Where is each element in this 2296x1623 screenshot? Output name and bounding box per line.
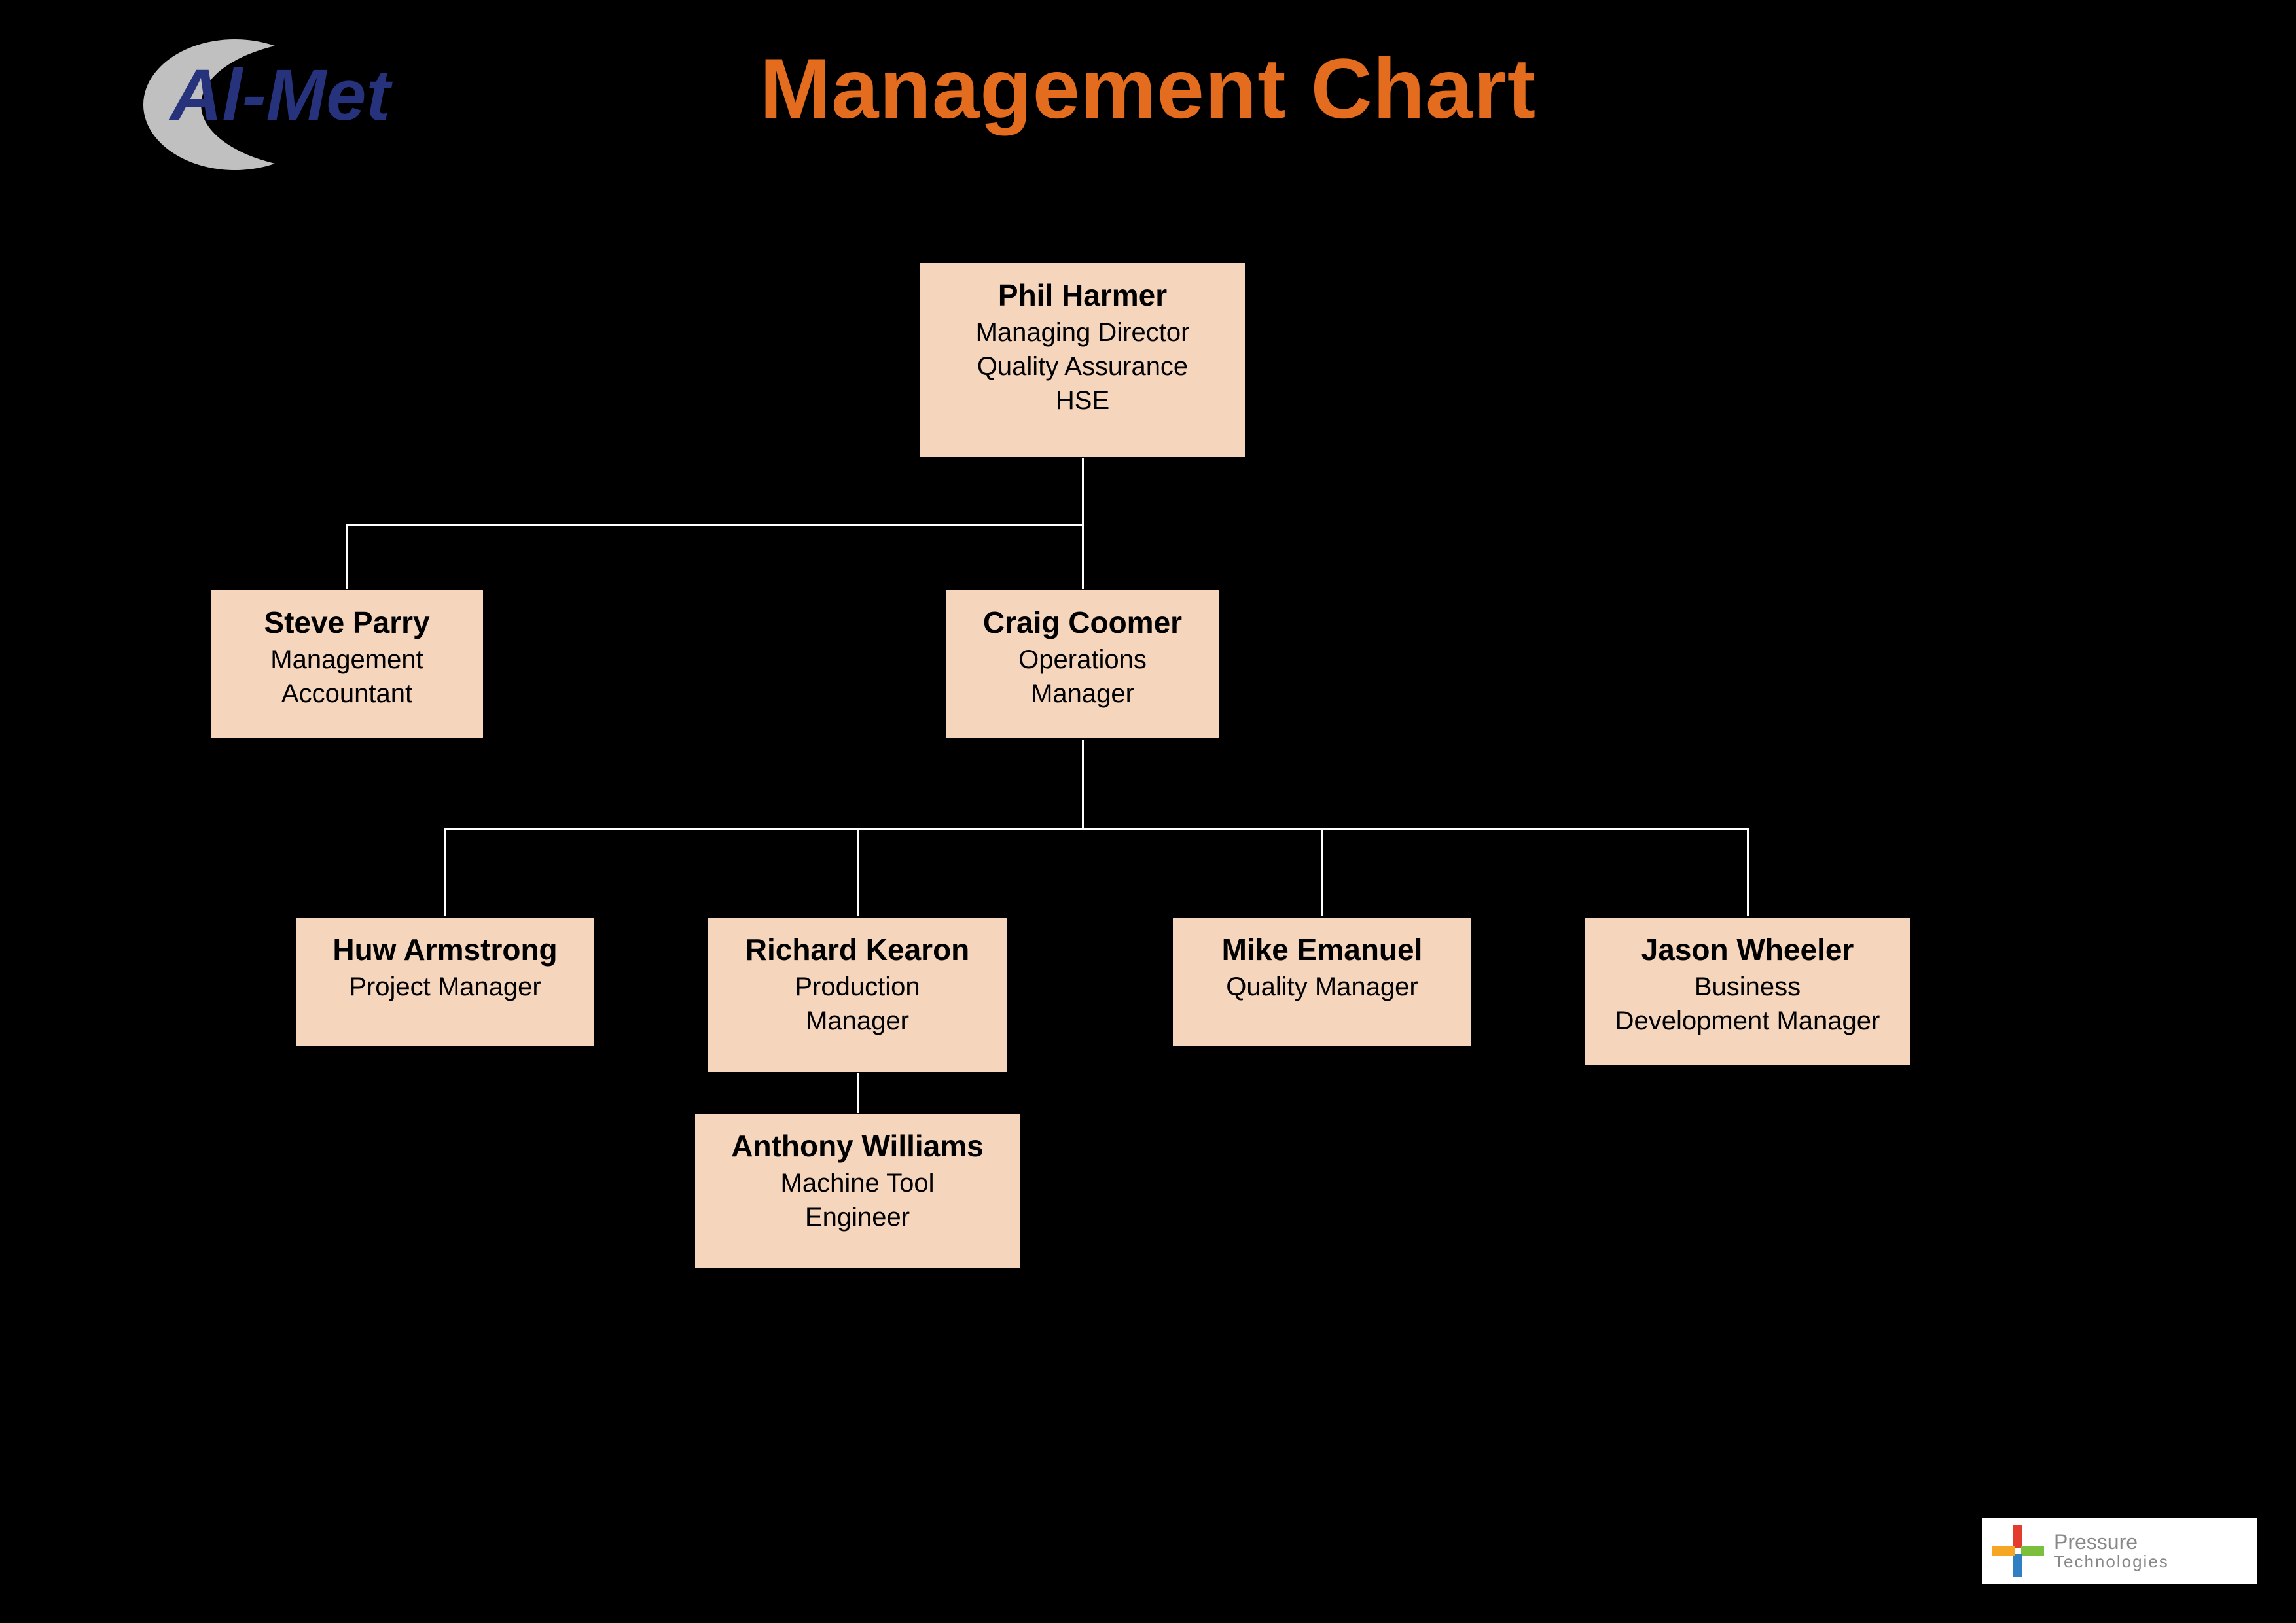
org-node-phil: Phil HarmerManaging DirectorQuality Assu… bbox=[919, 262, 1246, 458]
org-node-role: Manager bbox=[715, 1004, 1000, 1038]
connector bbox=[857, 828, 859, 916]
org-node-name: Mike Emanuel bbox=[1179, 931, 1465, 970]
org-node-role: Quality Manager bbox=[1179, 970, 1465, 1004]
org-node-craig: Craig CoomerOperationsManager bbox=[945, 589, 1220, 740]
connector bbox=[1747, 828, 1749, 916]
connector bbox=[347, 524, 1083, 526]
partner-logo-line1: Pressure bbox=[2054, 1531, 2169, 1554]
connector bbox=[346, 524, 348, 589]
org-node-role: Project Manager bbox=[302, 970, 588, 1004]
partner-logo-line2: Technologies bbox=[2054, 1553, 2169, 1571]
org-node-huw: Huw ArmstrongProject Manager bbox=[295, 916, 596, 1047]
org-node-name: Phil Harmer bbox=[927, 276, 1238, 315]
partner-logo-icon bbox=[1988, 1522, 2047, 1580]
org-node-name: Jason Wheeler bbox=[1592, 931, 1903, 970]
connector bbox=[1082, 458, 1084, 524]
org-node-role: HSE bbox=[927, 383, 1238, 418]
org-node-role: Engineer bbox=[702, 1200, 1013, 1234]
connector bbox=[444, 828, 446, 916]
org-node-role: Accountant bbox=[217, 677, 476, 711]
org-node-role: Management bbox=[217, 643, 476, 677]
connector bbox=[857, 1093, 859, 1113]
org-node-role: Machine Tool bbox=[702, 1166, 1013, 1200]
org-node-role: Business bbox=[1592, 970, 1903, 1004]
org-node-mike: Mike EmanuelQuality Manager bbox=[1172, 916, 1473, 1047]
org-node-role: Managing Director bbox=[927, 315, 1238, 349]
org-node-steve: Steve ParryManagementAccountant bbox=[209, 589, 484, 740]
org-node-name: Craig Coomer bbox=[953, 603, 1212, 643]
org-node-name: Huw Armstrong bbox=[302, 931, 588, 970]
page-title: Management Chart bbox=[0, 39, 2296, 137]
org-node-name: Steve Parry bbox=[217, 603, 476, 643]
org-node-richard: Richard KearonProductionManager bbox=[707, 916, 1008, 1073]
org-node-role: Quality Assurance bbox=[927, 349, 1238, 383]
org-node-name: Anthony Williams bbox=[702, 1127, 1013, 1166]
connector bbox=[445, 828, 1748, 830]
connector bbox=[1082, 740, 1084, 828]
connector bbox=[1082, 524, 1084, 589]
org-node-role: Operations bbox=[953, 643, 1212, 677]
connector bbox=[857, 1073, 859, 1093]
org-node-role: Production bbox=[715, 970, 1000, 1004]
org-node-name: Richard Kearon bbox=[715, 931, 1000, 970]
partner-logo: Pressure Technologies bbox=[1982, 1518, 2257, 1584]
org-node-jason: Jason WheelerBusinessDevelopment Manager bbox=[1584, 916, 1911, 1067]
org-node-role: Development Manager bbox=[1592, 1004, 1903, 1038]
connector bbox=[1321, 828, 1323, 916]
org-node-role: Manager bbox=[953, 677, 1212, 711]
org-node-anthony: Anthony WilliamsMachine ToolEngineer bbox=[694, 1113, 1021, 1270]
